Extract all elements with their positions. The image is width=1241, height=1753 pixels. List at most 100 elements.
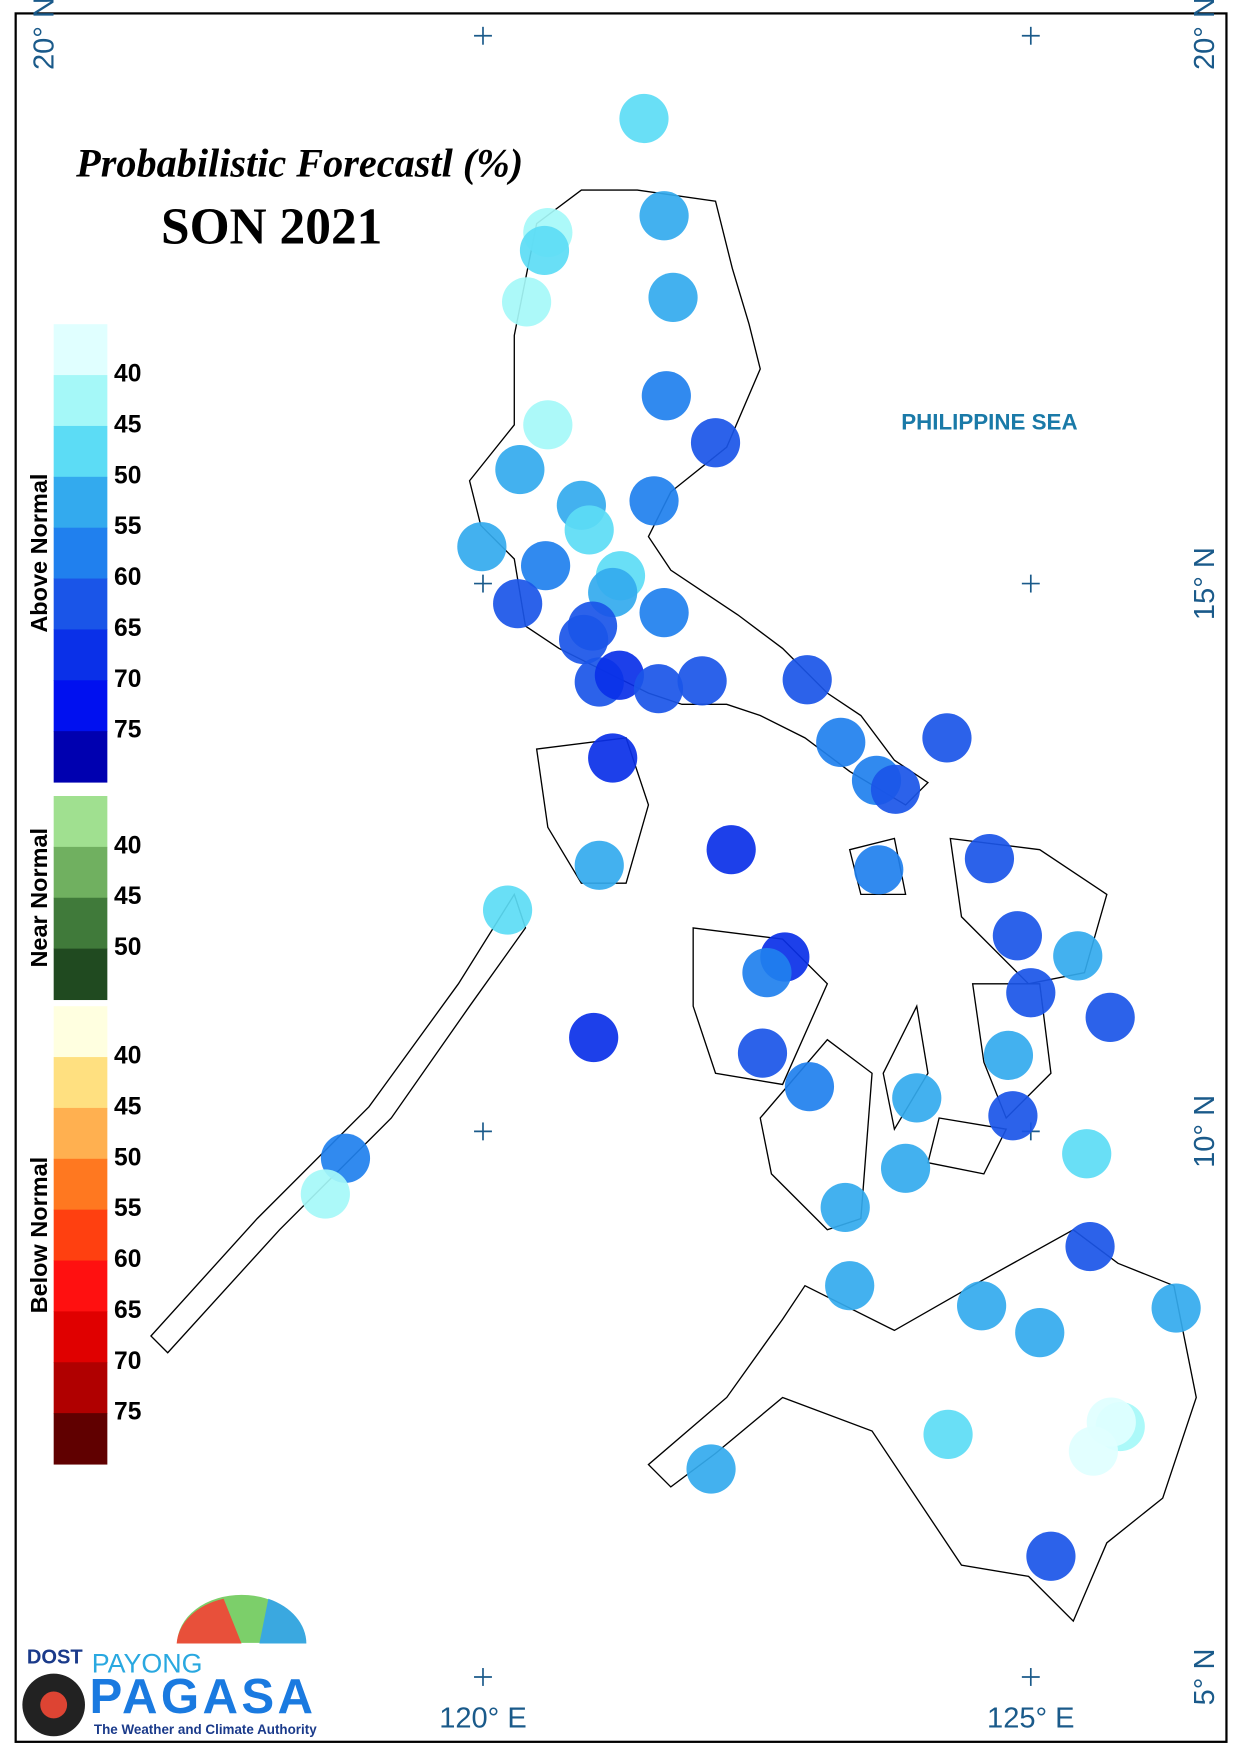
legend-label: 45 [114,883,141,910]
legend-swatch [53,476,108,529]
lat-label: 20° N [29,0,61,70]
station [825,1261,875,1311]
seal [40,1691,68,1719]
station [1026,1531,1076,1581]
station [629,476,679,526]
station [520,541,571,591]
station [495,444,545,495]
logo-line2: PAGASA [89,1669,316,1724]
station [870,764,921,814]
legend-label: 40 [114,832,141,859]
legend-swatch [53,629,108,681]
station [633,664,684,714]
legend-title: Below Normal [26,1157,52,1314]
legend-swatch [53,948,108,1001]
station [820,1182,870,1233]
station [892,1073,942,1123]
station [784,1062,835,1112]
lat-label: 20° N [1189,0,1221,70]
station [300,1169,350,1219]
legend-label: 75 [114,717,141,744]
legend-swatch [53,897,108,950]
legend-label: 65 [114,1297,141,1324]
station [988,1091,1038,1141]
station [1015,1308,1065,1358]
lat-label: 15° N [1189,547,1221,620]
legend-swatch [53,1107,108,1160]
station [1151,1283,1201,1333]
station [816,717,866,767]
lon-label: 125° E [987,1702,1075,1734]
station [854,845,904,895]
graticule [474,26,1040,1686]
station [992,911,1042,961]
legend-label: 70 [114,666,141,693]
station [1085,992,1135,1042]
station [619,93,669,144]
station [594,650,644,700]
station [588,733,638,783]
legend-swatch [53,1057,108,1109]
legend-label: 55 [114,513,141,540]
station [742,948,792,998]
legend-label: 40 [114,1043,141,1070]
legend-swatch [53,1413,108,1465]
sea-label: PHILIPPINE SEA [901,409,1077,434]
legend-swatch [53,1006,108,1058]
station [1006,968,1056,1018]
station [569,1012,619,1063]
stations [300,93,1201,1581]
legend-title: Near Normal [26,828,52,968]
station [737,1028,788,1078]
station [639,588,689,638]
lat-label: 5° N [1189,1649,1221,1706]
legend-label: 60 [114,1246,141,1273]
legend-swatch [53,1158,108,1211]
legend-swatch [53,731,108,783]
umbrella [259,1598,307,1644]
legend-swatch [53,680,108,732]
frame [14,12,1228,1743]
logo-tagline: The Weather and Climate Authority [94,1722,317,1737]
legend-swatch [53,1362,108,1414]
station [1068,1426,1119,1476]
station [493,579,543,629]
legend-title: Above Normal [26,474,52,633]
station [1062,1129,1112,1179]
legend-swatch [53,1311,108,1363]
station [639,191,689,241]
legend-label: 45 [114,1093,141,1120]
station [983,1030,1034,1080]
station [574,840,624,890]
legend-label: 75 [114,1399,141,1426]
legend-swatch [53,324,108,376]
station [457,522,507,572]
legend-label: 55 [114,1195,141,1222]
legend-swatch [53,796,108,848]
umbrella [176,1598,242,1644]
station [964,834,1015,884]
station [957,1281,1007,1331]
station [1053,931,1103,981]
legend-label: 60 [114,564,141,591]
station [690,418,741,468]
legend-label: 50 [114,1144,141,1171]
lat-label: 10° N [1189,1095,1221,1168]
logo: DOST PAYONG PAGASA The Weather and Clima… [22,1593,317,1737]
station [782,655,832,705]
logo-line1: PAYONG [92,1649,203,1679]
logo-agency: DOST [27,1647,84,1669]
station [501,277,552,327]
station [482,885,533,935]
station [922,713,972,763]
legend-swatch [53,578,108,630]
station [641,371,691,421]
station [559,614,609,665]
legend-swatch [53,425,108,478]
legend-swatch [53,1209,108,1262]
legend-label: 40 [114,361,141,388]
station [320,1133,371,1183]
legend-label: 65 [114,615,141,642]
legend-swatch [53,1260,108,1312]
